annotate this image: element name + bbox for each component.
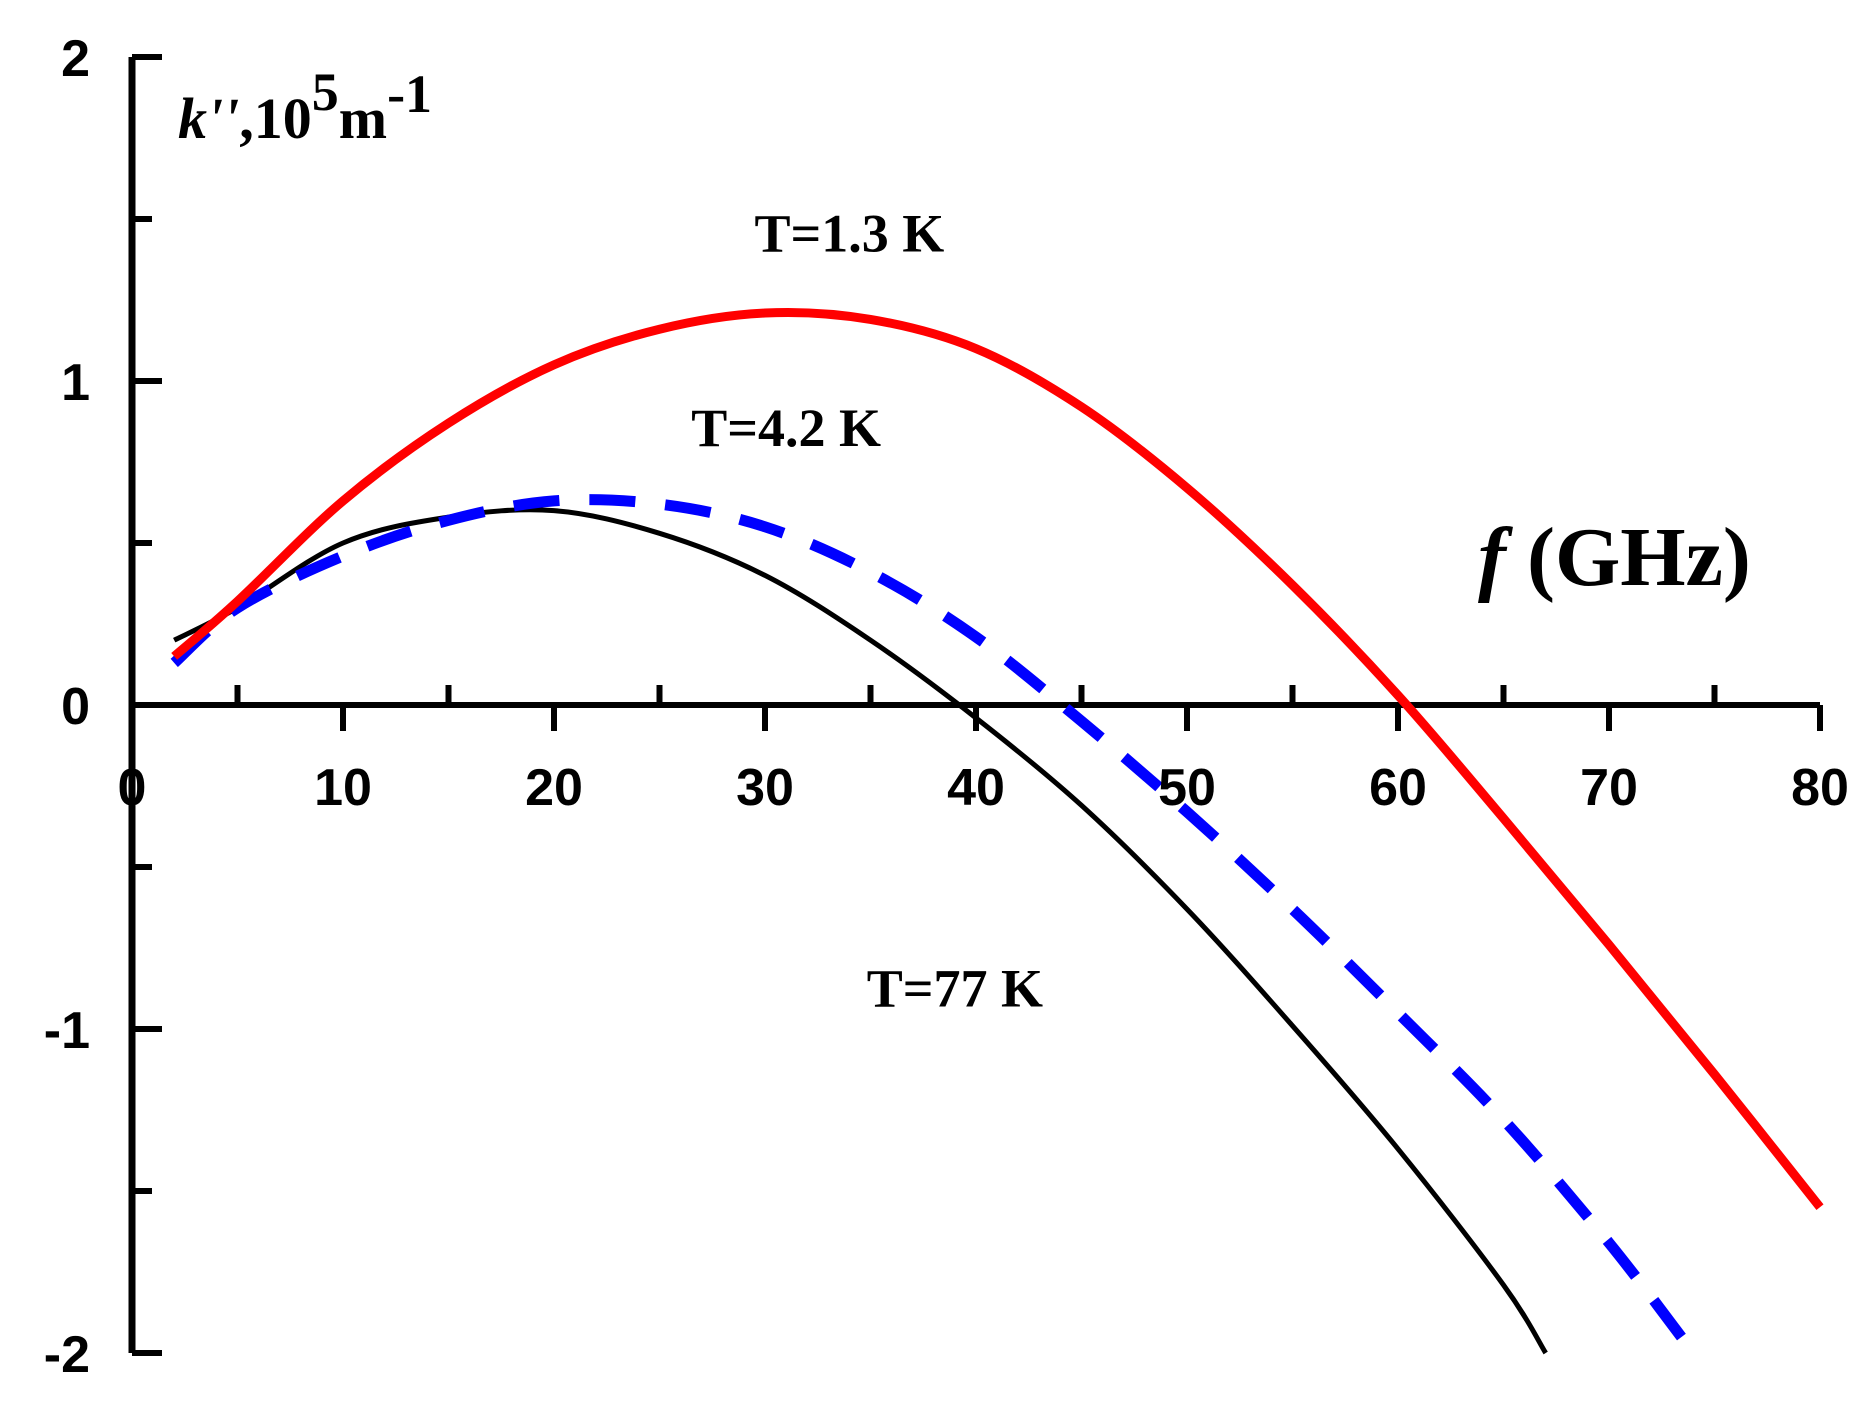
y-axis-label-exponent: 5 <box>312 62 339 122</box>
x-tick-label: 0 <box>118 759 147 817</box>
y-tick-label: 2 <box>61 30 90 88</box>
y-tick-label: 1 <box>61 354 90 412</box>
annotations: T=1.3 K T=4.2 K T=77 K <box>691 203 1043 1018</box>
x-tick-label: 50 <box>1158 759 1216 817</box>
x-tick-label: 30 <box>736 759 794 817</box>
x-tick-label: 80 <box>1791 759 1849 817</box>
y-tick-label: -1 <box>44 1002 90 1060</box>
x-tick-label: 60 <box>1369 759 1427 817</box>
y-tick-label: -2 <box>44 1326 90 1384</box>
series-annotation: T=77 K <box>867 958 1043 1018</box>
y-axis-label-prefix: ,10 <box>239 86 312 151</box>
series-line-t-1-3-k <box>171 307 1824 1211</box>
x-axis-label-text: (GHz) <box>1506 511 1751 604</box>
y-axis-label-unit-exponent: -1 <box>387 64 432 124</box>
axes <box>128 54 1823 1356</box>
series-line-t-4-2-k <box>170 494 1698 1357</box>
x-tick-label: 70 <box>1580 759 1638 817</box>
y-axis-label-unit: m <box>339 86 387 151</box>
x-tick-label: 40 <box>947 759 1005 817</box>
x-axis-label: f (GHz) <box>1478 511 1751 604</box>
y-tick-label: 0 <box>61 678 90 736</box>
y-axis-label-symbol: k'' <box>178 86 239 151</box>
y-axis-label: k'',105m-1 <box>178 62 432 151</box>
series-annotation: T=4.2 K <box>691 398 881 458</box>
x-tick-label: 10 <box>314 759 372 817</box>
series-line-t-77-k <box>173 507 1548 1355</box>
x-tick-label: 20 <box>525 759 583 817</box>
series-annotation: T=1.3 K <box>755 203 945 263</box>
series-layer <box>170 307 1824 1357</box>
